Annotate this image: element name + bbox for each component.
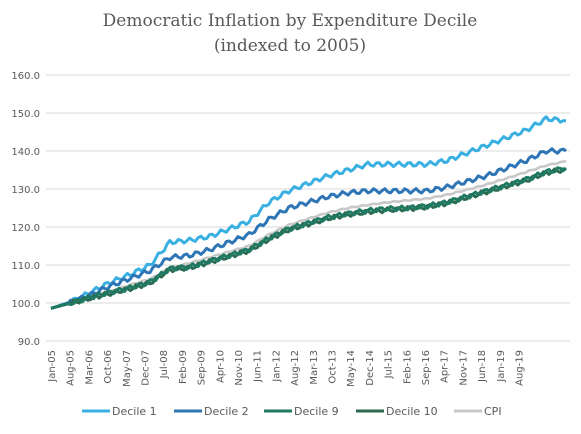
x-tick-label: Jun-18 <box>477 350 488 383</box>
x-tick-label: Feb-16 <box>402 350 413 384</box>
y-tick-label: 120.0 <box>11 223 40 234</box>
x-tick-label: May-14 <box>346 350 357 387</box>
x-tick-label: Dec-07 <box>141 350 152 386</box>
x-tick-label: Jun-11 <box>253 350 264 383</box>
x-tick-label: Jan-19 <box>496 350 507 383</box>
legend-label: CPI <box>484 405 502 418</box>
x-tick-label: Mar-06 <box>84 350 95 385</box>
x-tick-label: Aug-05 <box>66 350 77 386</box>
x-tick-label: Feb-09 <box>178 350 189 384</box>
x-tick-label: Dec-14 <box>365 350 376 386</box>
y-tick-label: 140.0 <box>11 147 40 158</box>
y-tick-label: 150.0 <box>11 109 40 120</box>
x-tick-label: Oct-13 <box>328 350 339 384</box>
grid-lines <box>46 74 570 342</box>
legend: Decile 1 Decile 2 Decile 9 Decile 10 CPI <box>82 405 502 418</box>
y-tick-label: 90.0 <box>18 337 40 348</box>
x-tick-label: Jan-12 <box>271 350 282 383</box>
x-tick-label: Jul-15 <box>384 350 395 379</box>
legend-label: Decile 10 <box>386 405 438 418</box>
y-tick-label: 160.0 <box>11 71 40 82</box>
legend-label: Decile 9 <box>294 405 339 418</box>
series-line-cpi <box>50 160 567 310</box>
chart-subtitle: (indexed to 2005) <box>214 36 366 56</box>
legend-label: Decile 2 <box>204 405 249 418</box>
x-tick-label: Mar-13 <box>309 350 320 385</box>
x-tick-label: Oct-06 <box>103 350 114 384</box>
y-axis-ticks: 90.0 100.0 110.0 120.0 130.0 140.0 150.0 160.0 <box>11 71 40 348</box>
x-tick-label: Jul-08 <box>159 350 170 379</box>
x-tick-label: Apr-10 <box>215 350 226 383</box>
x-tick-label: Jan-05 <box>47 350 58 383</box>
series-line-decile-9 <box>50 166 568 310</box>
x-tick-label: Aug-19 <box>515 350 526 386</box>
x-axis-ticks: Jan-05 Aug-05 Mar-06 Oct-06 May-07 Dec-07 Jul-… <box>47 350 526 387</box>
chart-title: Democratic Inflation by Expenditure Deci… <box>103 11 478 31</box>
y-tick-label: 100.0 <box>11 299 40 310</box>
series-lines <box>50 115 568 310</box>
x-tick-label: Nov-17 <box>458 350 469 386</box>
x-tick-label: Nov-10 <box>234 350 245 386</box>
x-tick-label: Aug-12 <box>290 350 301 386</box>
x-tick-label: May-07 <box>122 350 133 387</box>
x-tick-label: Sep-16 <box>421 350 432 385</box>
x-tick-label: Apr-17 <box>440 350 451 383</box>
series-line-decile-2 <box>50 147 567 310</box>
series-line-decile-1 <box>50 115 567 310</box>
legend-label: Decile 1 <box>112 405 157 418</box>
y-tick-label: 110.0 <box>11 261 40 272</box>
x-tick-label: Sep-09 <box>197 350 208 385</box>
y-tick-label: 130.0 <box>11 185 40 196</box>
